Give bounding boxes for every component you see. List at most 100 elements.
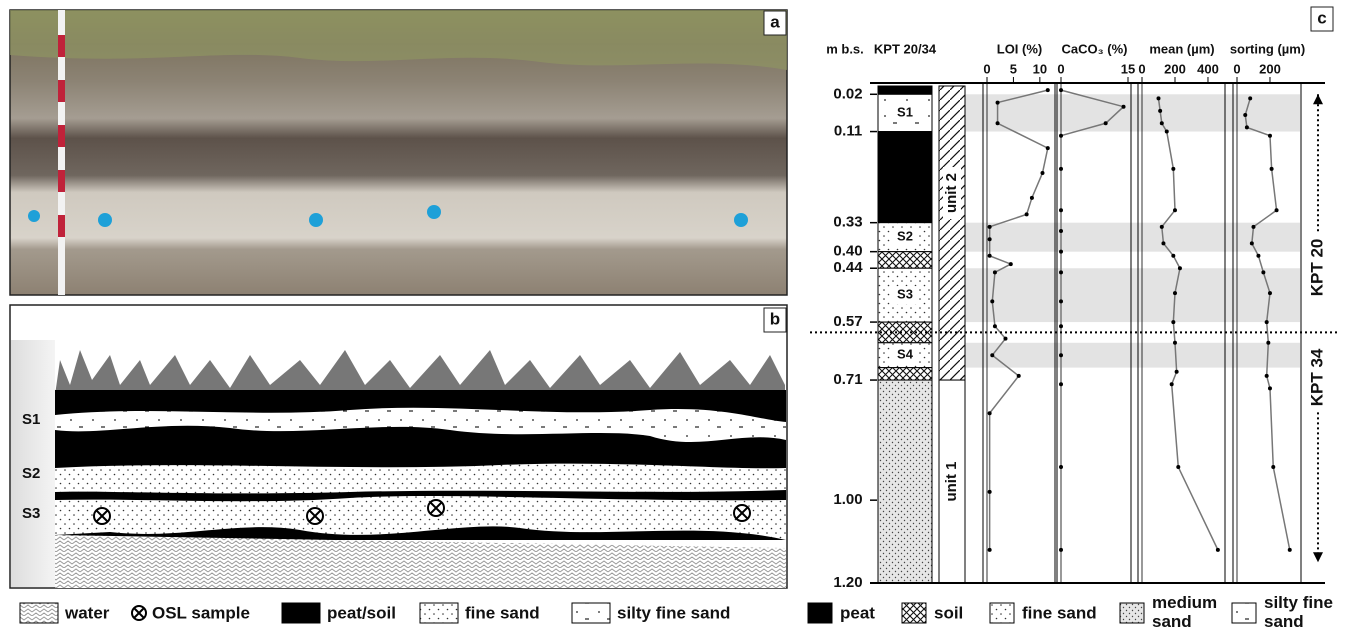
sample-dot xyxy=(98,213,112,227)
data-point xyxy=(1104,121,1108,125)
data-point xyxy=(1059,353,1063,357)
data-point xyxy=(1266,341,1270,345)
layer-label: S1 xyxy=(22,411,40,428)
core-name: KPT 34 xyxy=(1307,348,1326,406)
layer-name: S2 xyxy=(897,229,913,244)
panel-label: a xyxy=(770,12,780,31)
data-point xyxy=(1271,465,1275,469)
data-point xyxy=(1175,370,1179,374)
x-tick-label: 0 xyxy=(1057,61,1064,76)
legend-swatch xyxy=(572,603,610,623)
data-point xyxy=(1216,548,1220,552)
layer-name: S1 xyxy=(897,104,913,119)
x-tick-label: 5 xyxy=(1010,61,1017,76)
x-tick-label: 400 xyxy=(1197,61,1219,76)
data-point xyxy=(1173,208,1177,212)
data-point xyxy=(1265,320,1269,324)
panel-label: c xyxy=(1317,8,1326,27)
data-point xyxy=(988,490,992,494)
data-point xyxy=(1030,196,1034,200)
data-point xyxy=(1170,382,1174,386)
depth-tick-label: 0.44 xyxy=(833,259,863,276)
data-point xyxy=(993,270,997,274)
ruler-mark xyxy=(58,35,65,57)
legend-swatch xyxy=(282,603,320,623)
legend-swatch xyxy=(902,603,926,623)
fine-sand-s2 xyxy=(55,464,786,494)
x-tick-label: 15 xyxy=(1121,61,1135,76)
depth-tick-label: 0.71 xyxy=(833,371,862,388)
x-tick-label: 0 xyxy=(983,61,990,76)
data-point xyxy=(1173,341,1177,345)
data-point xyxy=(1003,337,1007,341)
data-point xyxy=(1059,299,1063,303)
layer xyxy=(878,368,932,380)
data-point xyxy=(1270,167,1274,171)
data-point xyxy=(1160,225,1164,229)
panel-label: b xyxy=(770,309,780,328)
data-point xyxy=(1268,291,1272,295)
legend-swatch xyxy=(1232,603,1256,623)
data-point xyxy=(1171,320,1175,324)
data-point xyxy=(1275,208,1279,212)
data-point xyxy=(1248,96,1252,100)
unit-label: unit 1 xyxy=(943,462,960,502)
curve xyxy=(1245,98,1290,549)
data-point xyxy=(996,101,1000,105)
plot-title: CaCO₃ (%) xyxy=(1062,41,1128,56)
unit xyxy=(939,86,965,380)
data-point xyxy=(988,254,992,258)
legend-label: fine sand xyxy=(1022,603,1097,622)
data-point xyxy=(1171,254,1175,258)
side-shade xyxy=(11,340,55,587)
legend-label: peat xyxy=(840,603,875,622)
x-tick-label: 0 xyxy=(1138,61,1145,76)
data-point xyxy=(1245,125,1249,129)
data-point xyxy=(1261,270,1265,274)
layer-label: S2 xyxy=(22,465,40,482)
legend-swatch xyxy=(808,603,832,623)
data-point xyxy=(1256,254,1260,258)
legend-label: OSL sample xyxy=(152,603,250,622)
data-point xyxy=(1059,324,1063,328)
panel-a: a xyxy=(10,10,787,295)
legend-swatch xyxy=(990,603,1014,623)
data-point xyxy=(1059,167,1063,171)
legend-label: silty fine sand xyxy=(617,603,730,622)
plot-title: mean (µm) xyxy=(1149,41,1214,56)
layer xyxy=(878,132,932,223)
arrow-head xyxy=(1313,94,1323,104)
data-point xyxy=(1243,113,1247,117)
sample-band xyxy=(965,343,1300,368)
ruler-mark xyxy=(58,215,65,237)
depth-tick-label: 0.02 xyxy=(833,85,862,102)
legend-label: water xyxy=(64,603,110,622)
curve xyxy=(1158,98,1217,549)
unit-label: unit 2 xyxy=(943,173,960,213)
data-point xyxy=(1288,548,1292,552)
data-point xyxy=(988,225,992,229)
data-point xyxy=(1178,266,1182,270)
depth-tick-label: 0.33 xyxy=(833,214,862,231)
data-point xyxy=(1156,96,1160,100)
legend-swatch xyxy=(420,603,458,623)
legend-swatch xyxy=(1120,603,1144,623)
data-point xyxy=(1059,208,1063,212)
data-point xyxy=(988,548,992,552)
layer xyxy=(878,252,932,269)
layer-name: S3 xyxy=(897,287,913,302)
ruler-mark xyxy=(58,80,65,102)
data-point xyxy=(1040,171,1044,175)
core-label: KPT 20/34 xyxy=(874,41,937,56)
data-point xyxy=(990,353,994,357)
data-point xyxy=(1251,225,1255,229)
data-point xyxy=(1059,270,1063,274)
panel-b: S1 S2 S3 b xyxy=(10,305,787,588)
data-point xyxy=(988,411,992,415)
layer xyxy=(878,380,932,583)
data-point xyxy=(1268,134,1272,138)
data-point xyxy=(1059,134,1063,138)
data-point xyxy=(1046,146,1050,150)
sample-band xyxy=(965,223,1300,252)
data-point xyxy=(1009,262,1013,266)
